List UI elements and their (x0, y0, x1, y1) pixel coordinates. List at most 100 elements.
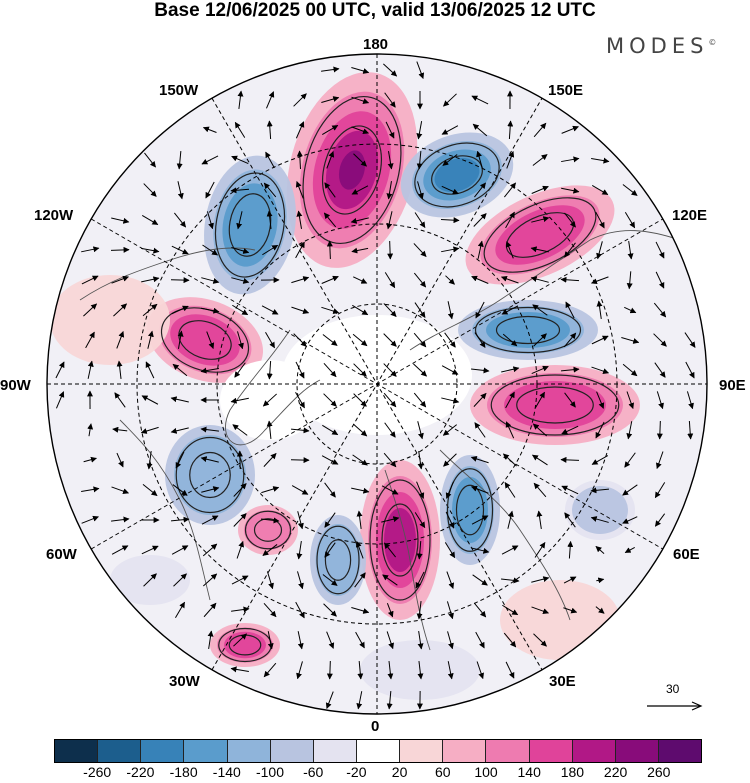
longitude-label-120w: 120W (34, 207, 74, 224)
colorbar-swatch (572, 740, 616, 762)
wind-vector (591, 366, 610, 375)
wind-vector (534, 541, 546, 558)
wind-vector (622, 484, 638, 496)
wind-vector (531, 606, 550, 615)
wind-vector (504, 481, 516, 498)
wind-vector (386, 211, 393, 230)
longitude-label-90w: 90W (0, 377, 31, 394)
wind-vector (295, 361, 305, 379)
graticule (47, 54, 707, 714)
wind-vector (237, 90, 244, 109)
wind-vector (383, 63, 398, 77)
wind-vector (560, 456, 580, 463)
wind-vector (413, 332, 427, 348)
wind-vector (230, 397, 249, 404)
wind-vector (173, 573, 187, 587)
wind-vector (326, 240, 333, 260)
height-contour (322, 125, 382, 215)
wind-vector (501, 305, 519, 315)
wind-vector (351, 66, 370, 74)
wind-vector (416, 61, 425, 79)
wind-vector (447, 301, 454, 320)
wind-vector (472, 123, 488, 137)
longitude-label-90e: 90E (719, 377, 746, 394)
height-contour (516, 386, 594, 424)
wind-vector (441, 365, 459, 375)
anomaly-patch (495, 205, 585, 265)
wind-vector (234, 362, 246, 378)
wind-vector (590, 516, 609, 523)
wind-vector (445, 481, 454, 499)
wind-vector (505, 661, 515, 679)
wind-vector (236, 540, 245, 559)
colorbar-tick-label: 220 (603, 764, 628, 780)
height-contour (316, 525, 360, 595)
wind-vector (55, 391, 65, 409)
anomaly-field (47, 54, 707, 714)
wind-vector (445, 275, 455, 285)
wind-vector (111, 275, 129, 284)
wind-vector (201, 307, 220, 314)
wind-vector (533, 122, 547, 138)
wind-vector (536, 510, 543, 529)
colorbar-tick-label: 20 (391, 764, 408, 780)
wind-vector (386, 690, 393, 710)
wind-vector (261, 517, 280, 524)
wind-vector (87, 360, 94, 379)
wind-vector (324, 542, 336, 558)
wind-vector (414, 302, 426, 318)
wind-vector (322, 124, 339, 136)
wind-vector (291, 276, 310, 284)
wind-vector (296, 541, 303, 560)
longitude-label-180: 180 (363, 36, 389, 53)
wind-vector (263, 182, 277, 198)
wind-vector (591, 455, 609, 465)
wind-vector (472, 574, 488, 586)
wind-vector (417, 451, 424, 470)
wind-vector (355, 540, 364, 559)
wind-vector (591, 157, 610, 164)
anomaly-patch (504, 381, 606, 429)
brand-logo: MODES© (606, 34, 717, 58)
wind-vector (444, 542, 456, 559)
wind-vector (561, 156, 580, 163)
wind-vector (205, 181, 215, 199)
wind-vector (596, 577, 605, 584)
wind-vector (561, 485, 579, 495)
wind-vector (295, 601, 305, 619)
wind-vector (355, 631, 365, 649)
wind-vector (532, 304, 548, 316)
wind-vector (622, 516, 638, 524)
wind-vector (263, 662, 277, 678)
wind-vector (200, 426, 219, 433)
wind-vector (201, 155, 219, 165)
longitude-label-30e: 30E (549, 673, 576, 690)
wind-vector (595, 421, 605, 439)
wind-vector (475, 301, 485, 319)
wind-vector (417, 421, 424, 440)
height-contour (175, 436, 245, 514)
wind-vector (474, 422, 486, 438)
wind-vector (177, 181, 184, 200)
wind-vector (413, 392, 427, 408)
wind-vector (170, 427, 189, 434)
wind-vector (321, 96, 340, 103)
wind-vector (381, 516, 400, 523)
wind-vector (655, 271, 665, 289)
wind-vector (414, 512, 426, 529)
anomaly-patch (174, 435, 246, 515)
wind-vector (295, 391, 305, 409)
wind-vector (146, 451, 153, 470)
wind-vector (653, 333, 667, 347)
wind-vector (590, 276, 609, 285)
wind-vector (112, 426, 128, 433)
wind-vector (655, 241, 665, 259)
wind-vector (85, 331, 95, 349)
wind-vector (387, 661, 394, 680)
wind-vector (505, 421, 515, 439)
wind-vector (352, 423, 368, 437)
wind-vector (656, 420, 663, 440)
wind-vector (533, 482, 547, 498)
wind-vector (324, 482, 336, 498)
wind-vector (564, 242, 576, 258)
